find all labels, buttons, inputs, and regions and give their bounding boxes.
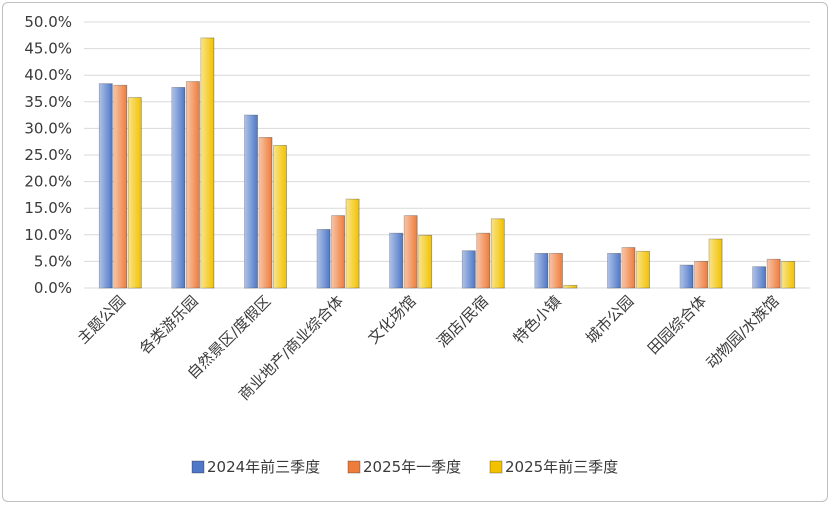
y-tick-label: 20.0% [24, 173, 72, 191]
y-tick-label: 40.0% [24, 66, 72, 84]
legend-label: 2025年前三季度 [505, 458, 618, 476]
x-category-label: 文化场馆 [364, 292, 419, 347]
bar-highlight [767, 259, 781, 288]
bar-highlight [709, 239, 723, 288]
bar-highlight [781, 261, 795, 288]
bar-highlight [200, 37, 214, 289]
bar-highlight [171, 87, 185, 288]
bar-highlight [389, 233, 403, 288]
y-tick-label: 35.0% [24, 93, 72, 111]
legend-swatch [489, 460, 503, 474]
y-tick-label: 0.0% [34, 279, 72, 297]
bar-highlight [331, 215, 345, 288]
bar-highlight [476, 233, 490, 288]
bar-highlight [113, 85, 127, 288]
bar-highlight [404, 215, 418, 288]
legend: 2024年前三季度 2025年一季度 2025年前三季度 [191, 458, 618, 476]
bar-highlight [418, 235, 432, 288]
bar-highlight [636, 251, 650, 288]
x-category-label: 城市公园 [582, 292, 637, 347]
bars [98, 37, 796, 289]
bar-highlight [99, 83, 113, 288]
bar-highlight [549, 253, 563, 288]
bar-highlight [491, 218, 505, 288]
y-tick-label: 15.0% [24, 199, 72, 217]
bar-highlight [680, 265, 694, 288]
bar-highlight [346, 199, 360, 288]
x-category-label: 田园综合体 [644, 292, 710, 358]
bar-highlight [128, 97, 142, 288]
y-tick-label: 50.0% [24, 13, 72, 31]
bar-highlight [622, 247, 635, 288]
bar-highlight [462, 250, 476, 288]
x-category-label: 各类游乐园 [136, 292, 202, 358]
bar-highlight [244, 115, 258, 288]
x-category-label: 主题公园 [74, 292, 129, 347]
legend-label: 2024年前三季度 [207, 458, 320, 476]
y-axis-tick-labels: 0.0% 5.0% 10.0% 15.0% 20.0% 25.0% 30.0% 35.0% 40… [24, 13, 72, 297]
y-tick-label: 25.0% [24, 146, 72, 164]
bar-highlight [186, 81, 200, 288]
x-category-label: 酒店/民宿 [433, 292, 492, 351]
y-tick-label: 45.0% [24, 40, 72, 58]
bar-highlight [752, 266, 766, 288]
legend-label: 2025年一季度 [363, 458, 461, 476]
y-tick-label: 5.0% [34, 252, 72, 270]
bar-highlight [607, 253, 621, 288]
bar-highlight [317, 229, 331, 288]
x-category-label: 特色小镇 [510, 292, 565, 347]
bar-highlight [259, 137, 272, 288]
bar-highlight [534, 253, 548, 288]
x-category-label: 动物园/水族馆 [703, 292, 783, 372]
legend-swatch [347, 460, 361, 474]
bar-highlight [273, 145, 287, 288]
bar-highlight [694, 261, 708, 288]
bar-highlight [563, 285, 577, 288]
y-tick-label: 30.0% [24, 119, 72, 137]
y-tick-label: 10.0% [24, 226, 72, 244]
legend-swatch [191, 460, 205, 474]
